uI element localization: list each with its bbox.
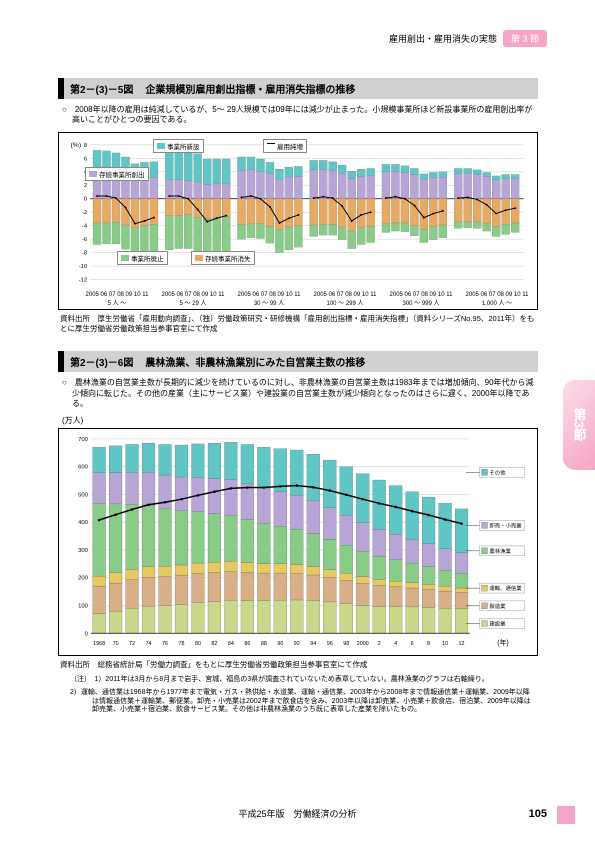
figure2-chart: 7006005004003002001000196870727476788082… <box>58 428 538 656</box>
svg-text:-6: -6 <box>82 237 87 243</box>
svg-text:運輸、通信業: 運輸、通信業 <box>489 585 522 593</box>
x-group-label: 2005 06 07 08 09 10 115 ～ 29 人 <box>157 292 229 307</box>
header-subtitle: 雇用創出・雇用消失の実態 <box>389 32 497 45</box>
svg-text:6: 6 <box>411 642 414 648</box>
svg-text:200: 200 <box>78 576 89 582</box>
svg-text:(%): (%) <box>71 142 82 149</box>
figure2-note: ○ 農林漁業の自営業主数が長期的に減少を続けているのに対し、非農林漁業の自営業主… <box>58 372 538 415</box>
figure2-notes1: （注） 1）2011年は3月から8月まで岩手、宮城、福島の3県が調査されていない… <box>58 674 538 687</box>
svg-text:農林漁業: 農林漁業 <box>489 547 511 555</box>
svg-text:80: 80 <box>195 642 201 648</box>
x-group-label: 2005 06 07 08 09 10 111,000 人 ～ <box>461 292 533 307</box>
svg-text:製造業: 製造業 <box>489 602 506 610</box>
svg-text:1968: 1968 <box>93 642 105 648</box>
svg-text:96: 96 <box>327 642 333 648</box>
svg-text:88: 88 <box>261 642 267 648</box>
svg-text:90: 90 <box>277 642 283 648</box>
x-group-label: 2005 06 07 08 09 10 1130 ～ 99 人 <box>233 292 305 307</box>
leg-exist-loss: 存続事業所消失 <box>191 251 255 265</box>
figure1-num: 第2－(3)－5図 <box>70 81 133 96</box>
figure1-text: 企業規模別雇用創出指標・雇用消失指標の推移 <box>145 81 355 96</box>
svg-text:その他: その他 <box>489 469 506 477</box>
x-group-label: 2005 06 07 08 09 10 11300 ～ 999 人 <box>385 292 457 307</box>
leg-exist-create: 存続事業所創出 <box>85 167 149 181</box>
svg-text:建設業: 建設業 <box>489 620 506 628</box>
x-group-label: 2005 06 07 08 09 10 11100 ～ 299 人 <box>309 292 381 307</box>
svg-text:6: 6 <box>84 156 87 162</box>
svg-text:卸売・小売業: 卸売・小売業 <box>489 522 522 530</box>
svg-text:98: 98 <box>343 642 349 648</box>
svg-text:500: 500 <box>78 493 89 499</box>
figure1-source: 資料出所 厚生労働省「雇用動向調査」、（独）労働政策研究・研修機構「雇用創出指標… <box>58 310 538 338</box>
svg-text:700: 700 <box>78 437 89 443</box>
svg-text:4: 4 <box>394 642 397 648</box>
figure1-note: ○ 2008年以降の雇用は純減しているが、5～ 29人規模では09年には減少が止… <box>58 99 538 132</box>
svg-text:78: 78 <box>178 642 184 648</box>
leg-net: 雇用純増 <box>263 139 307 153</box>
footer: 平成25年版 労働経済の分析 <box>0 807 595 820</box>
svg-text:-12: -12 <box>79 277 87 283</box>
svg-text:0: 0 <box>84 196 88 202</box>
svg-text:400: 400 <box>78 521 89 527</box>
figure2-text: 農林漁業、非農林漁業別にみた自営業主数の推移 <box>145 354 365 369</box>
figure1-chart: 86420-2-4-6-8-10-12(%) 事業所新設 存続事業所創出 雇用純… <box>58 132 538 310</box>
side-tab: 第3節 <box>563 380 595 470</box>
svg-text:2: 2 <box>84 183 87 189</box>
footer-text: 平成25年版 労働経済の分析 <box>238 807 356 820</box>
svg-text:100: 100 <box>78 604 89 610</box>
svg-text:2000: 2000 <box>357 642 369 648</box>
figure2-num: 第2－(3)－6図 <box>70 354 133 369</box>
figure2-title-bar: 第2－(3)－6図 農林漁業、非農林漁業別にみた自営業主数の推移 <box>58 351 538 372</box>
figure1-title-bar: 第2－(3)－5図 企業規模別雇用創出指標・雇用消失指標の推移 <box>58 78 538 99</box>
x-group-label: 2005 06 07 08 09 10 115 人 ～ <box>81 292 153 307</box>
leg-close: 事業所廃止 <box>117 251 168 265</box>
figure2-notes2: 2）運輸、通信業は1968年から1977年まで電気・ガス・熱供給・水道業、運輸・… <box>58 687 538 717</box>
svg-text:-10: -10 <box>79 264 88 270</box>
page-number: 105 <box>529 808 547 820</box>
svg-text:92: 92 <box>294 642 300 648</box>
svg-text:94: 94 <box>310 642 316 648</box>
svg-text:8: 8 <box>84 143 87 149</box>
svg-text:70: 70 <box>113 642 119 648</box>
figure2-source: 資料出所 総務省統計局「労働力調査」をもとに厚生労働省労働政策担当参事官室にて作… <box>58 656 538 674</box>
svg-text:-2: -2 <box>82 210 87 216</box>
section-badge: 第 3 節 <box>503 30 547 47</box>
svg-text:-8: -8 <box>82 250 87 256</box>
svg-text:82: 82 <box>211 642 217 648</box>
side-tab-text: 第3節 <box>570 408 589 441</box>
svg-text:0: 0 <box>85 632 89 638</box>
page-bar <box>557 806 575 824</box>
svg-text:300: 300 <box>78 548 89 554</box>
svg-text:8: 8 <box>427 642 430 648</box>
svg-text:12: 12 <box>459 642 465 648</box>
svg-text:600: 600 <box>78 465 89 471</box>
svg-text:76: 76 <box>162 642 168 648</box>
svg-text:2: 2 <box>378 642 381 648</box>
svg-text:86: 86 <box>244 642 250 648</box>
svg-text:74: 74 <box>146 642 152 648</box>
svg-text:(年): (年) <box>497 639 508 648</box>
leg-new: 事業所新設 <box>153 139 204 153</box>
svg-text:84: 84 <box>228 642 234 648</box>
svg-text:10: 10 <box>442 642 448 648</box>
figure2-ylabel: (万人) <box>58 415 538 426</box>
svg-text:72: 72 <box>129 642 135 648</box>
svg-text:-4: -4 <box>82 223 88 229</box>
